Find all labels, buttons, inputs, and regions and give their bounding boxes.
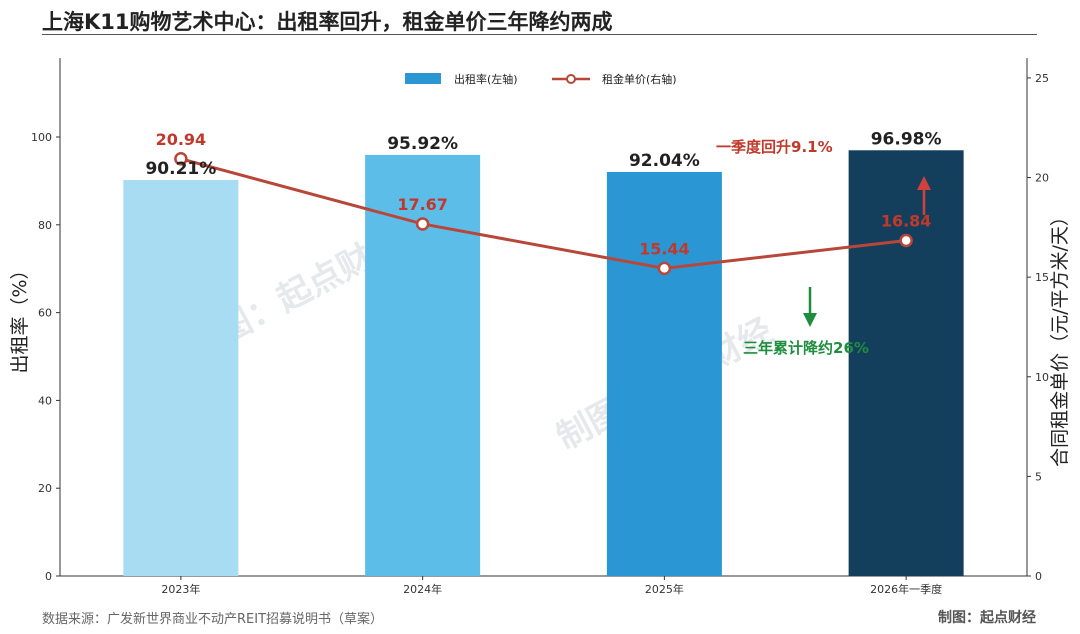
right-tick-label: 0 xyxy=(1035,570,1042,583)
legend-swatch-occupancy xyxy=(405,73,441,84)
rent-point xyxy=(415,217,430,231)
left-tick-label: 0 xyxy=(45,570,52,583)
rent-line-path xyxy=(180,157,907,270)
left-tick-label: 100 xyxy=(31,131,52,144)
annotation-q1-rebound: 一季度回升9.1% xyxy=(716,138,833,156)
data-source: 数据来源：广发新世界商业不动产REIT招募说明书（草案） xyxy=(42,612,384,627)
right-tick-label: 15 xyxy=(1035,271,1049,284)
left-tick-label: 60 xyxy=(38,307,52,320)
bar-value-label: 90.21% xyxy=(145,159,216,179)
rent-value-label: 15.44 xyxy=(639,239,690,258)
legend: 出租率(左轴) 租金单价(右轴) xyxy=(405,72,677,86)
page-title: 上海K11购物艺术中心：出租率回升，租金单价三年降约两成 xyxy=(42,10,613,34)
rent-value-label: 16.84 xyxy=(881,211,932,230)
right-tick-label: 10 xyxy=(1035,371,1049,384)
right-tick-label: 25 xyxy=(1035,72,1049,85)
y2-axis-label: 合同租金单价（元/平方米/天） xyxy=(1049,207,1071,467)
legend-label-occupancy: 出租率(左轴) xyxy=(454,72,518,86)
right-tick-label: 5 xyxy=(1035,470,1042,483)
x-tick-label: 2024年 xyxy=(403,582,442,596)
bars xyxy=(123,150,964,576)
bar-value-label: 96.98% xyxy=(871,129,942,149)
x-tick-label: 2023年 xyxy=(161,582,200,596)
bar-value-label: 95.92% xyxy=(387,134,458,154)
rent-point xyxy=(899,233,913,248)
axes: 0 20 40 60 80 100 0 5 10 15 20 25 2023年 2024年 2025年 202… xyxy=(9,58,1071,596)
rent-point xyxy=(657,261,672,276)
bar-occupancy xyxy=(123,179,239,576)
bar-occupancy xyxy=(848,150,964,576)
title-divider xyxy=(42,34,1037,35)
left-tick-label: 80 xyxy=(38,219,52,232)
rent-line xyxy=(174,152,913,276)
arrow-down-icon xyxy=(803,287,817,327)
rent-point xyxy=(174,152,188,166)
rent-value-label: 17.67 xyxy=(397,195,448,214)
y-axis-label: 出租率（%） xyxy=(9,260,31,373)
left-tick-label: 40 xyxy=(38,394,52,407)
data-labels: 90.21% 95.92% 92.04% 96.98% 20.94 17.67 15.44 1… xyxy=(145,129,941,258)
annotations: 一季度回升9.1% 三年累计降约26% xyxy=(716,138,931,357)
bar-occupancy xyxy=(606,171,722,576)
left-tick-label: 20 xyxy=(38,482,52,495)
bar-value-label: 92.04% xyxy=(629,151,700,171)
chart-credit: 制图：起点财经 xyxy=(938,610,1036,626)
rent-value-label: 20.94 xyxy=(156,130,207,149)
right-tick-label: 20 xyxy=(1035,172,1049,185)
annotation-three-year-decline: 三年累计降约26% xyxy=(743,339,869,357)
legend-marker-rent xyxy=(566,74,576,84)
legend-label-rent: 租金单价(右轴) xyxy=(602,72,677,86)
x-tick-label: 2026年一季度 xyxy=(870,582,942,596)
arrow-up-icon xyxy=(917,176,931,215)
x-tick-label: 2025年 xyxy=(645,582,684,596)
